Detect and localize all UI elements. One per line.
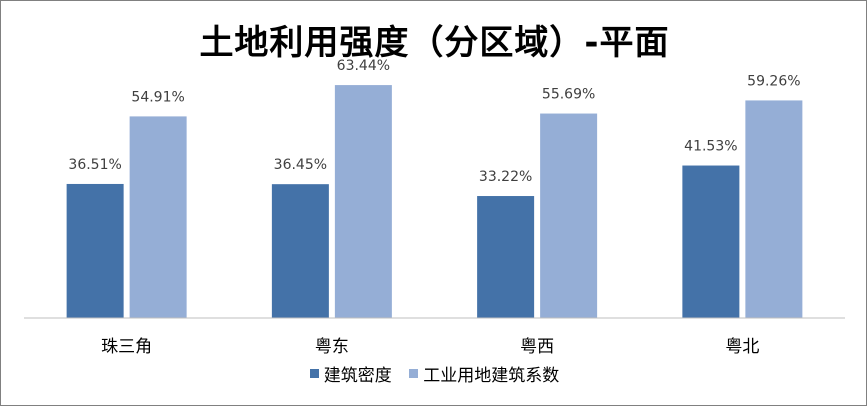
data-label-industrial-coefficient-3: 59.26% [747,73,800,89]
legend-label-industrial-coefficient: 工业用地建筑系数 [423,366,560,386]
legend: 建筑密度 工业用地建筑系数 [1,361,867,386]
data-label-building-density-0: 36.51% [68,157,121,173]
data-label-industrial-coefficient-2: 55.69% [542,87,595,103]
category-label-3: 粤北 [725,337,759,357]
category-label-2: 粤西 [520,337,554,357]
legend-item-industrial-coefficient: 工业用地建筑系数 [409,361,559,386]
plot-area: 36.51% 54.91% 珠三角 36.45% 63.44% 粤东 33.22% 55.69… [24,58,845,357]
data-label-industrial-coefficient-0: 54.91% [131,89,184,105]
bar-industrial-coefficient-3 [745,100,803,318]
bar-building-density-2 [477,196,535,318]
data-label-building-density-2: 33.22% [479,169,532,185]
bar-building-density-1 [271,184,329,318]
data-label-industrial-coefficient-1: 63.44% [337,58,390,74]
legend-label-building-density: 建筑密度 [323,366,392,386]
bar-industrial-coefficient-1 [334,85,392,319]
data-label-building-density-1: 36.45% [274,157,327,173]
bar-building-density-3 [682,165,740,318]
legend-swatch-industrial-coefficient [409,369,419,378]
bar-building-density-0 [66,183,124,318]
bar-industrial-coefficient-0 [129,116,187,318]
data-label-building-density-3: 41.53% [684,139,737,155]
legend-swatch-building-density [309,369,319,378]
bar-industrial-coefficient-2 [540,113,598,318]
chart-title: 土地利用强度（分区域）-平面 [199,23,670,63]
category-label-1: 粤东 [315,337,349,357]
legend-item-building-density: 建筑密度 [309,361,392,386]
category-label-0: 珠三角 [101,337,152,357]
